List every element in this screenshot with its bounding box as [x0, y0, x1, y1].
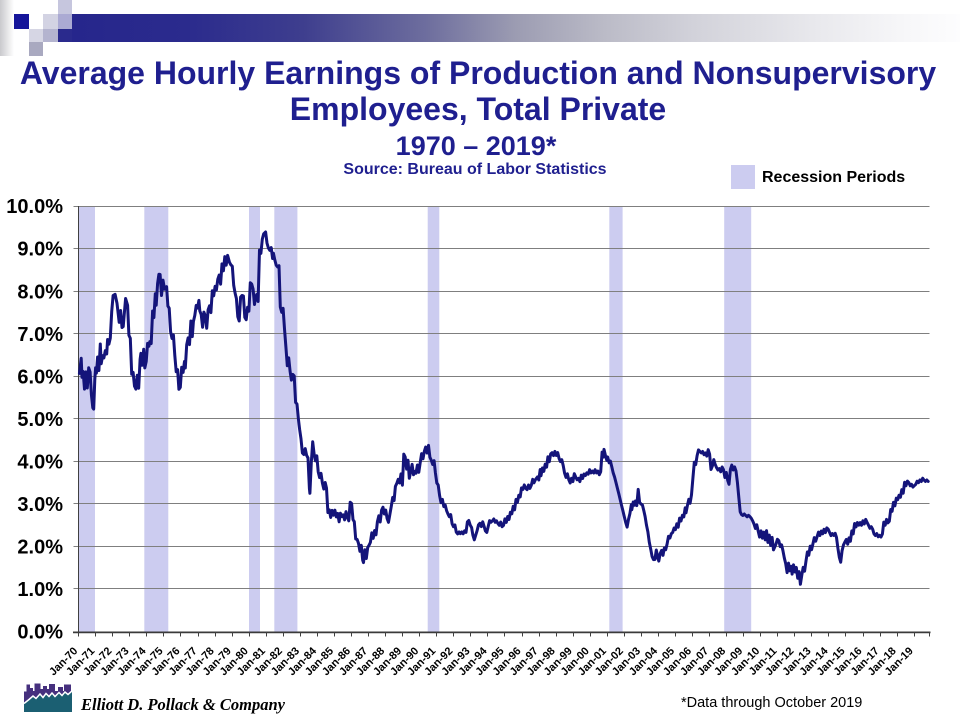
svg-text:4.0%: 4.0% [17, 451, 63, 473]
svg-text:0.0%: 0.0% [17, 622, 63, 644]
svg-text:10.0%: 10.0% [6, 196, 63, 218]
svg-text:2.0%: 2.0% [17, 536, 63, 558]
svg-text:3.0%: 3.0% [17, 494, 63, 516]
svg-text:8.0%: 8.0% [17, 281, 63, 303]
svg-text:5.0%: 5.0% [17, 409, 63, 431]
svg-text:6.0%: 6.0% [17, 366, 63, 388]
svg-text:7.0%: 7.0% [17, 324, 63, 346]
svg-text:9.0%: 9.0% [17, 239, 63, 261]
svg-text:1.0%: 1.0% [17, 579, 63, 601]
